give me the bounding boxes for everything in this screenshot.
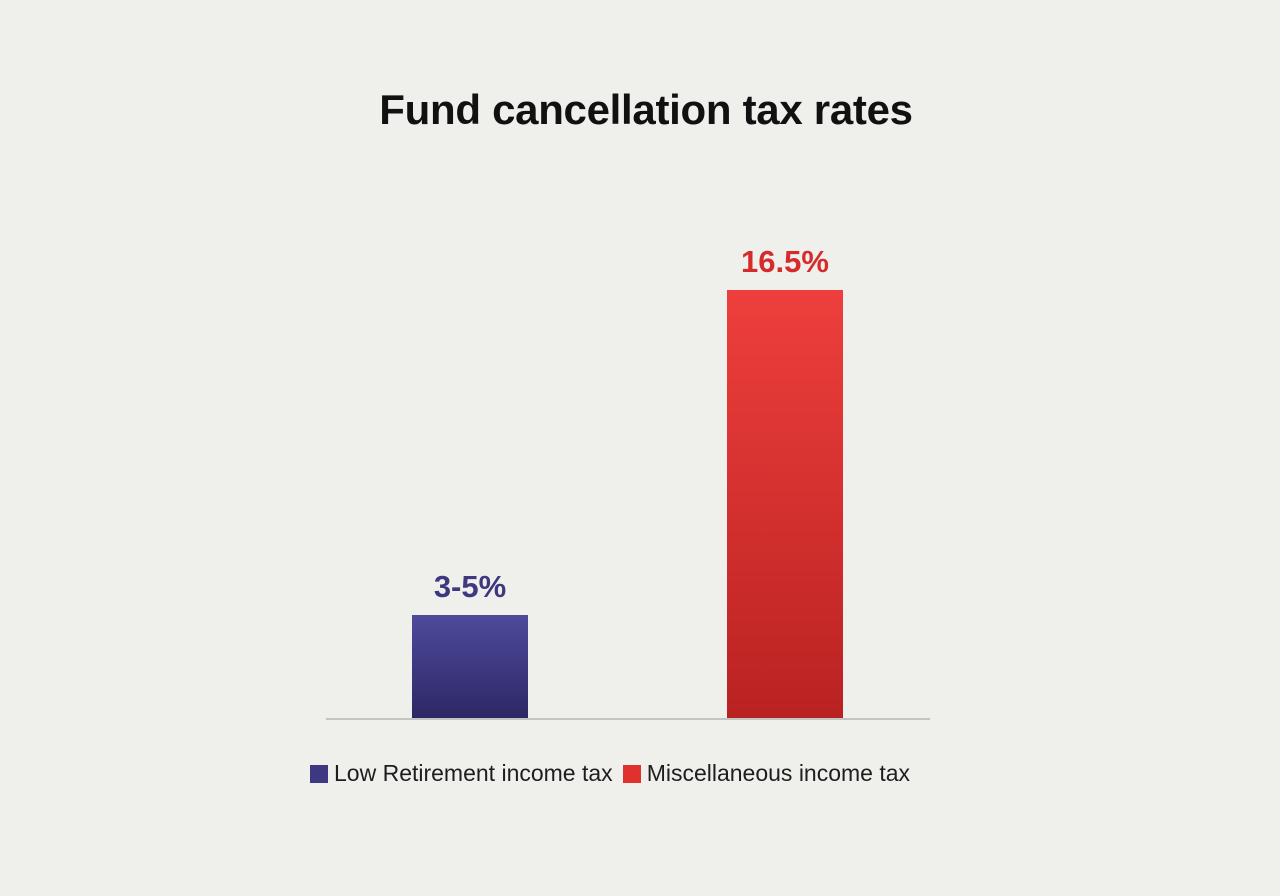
- legend-item-low-retirement: Low Retirement income tax: [310, 760, 613, 787]
- chart-title: Fund cancellation tax rates: [379, 86, 913, 133]
- legend-swatch-low-retirement: [310, 764, 328, 783]
- legend-swatch-miscellaneous: [622, 764, 641, 783]
- bar-miscellaneous: [727, 290, 843, 719]
- legend-label-miscellaneous: Miscellaneous income tax: [646, 760, 911, 786]
- data-label-miscellaneous: 16.5%: [741, 244, 829, 279]
- legend-label-low-retirement: Low Retirement income tax: [334, 760, 613, 786]
- chart-legend: Low Retirement income tax Miscellaneous …: [310, 760, 910, 787]
- bar-low-retirement: [412, 615, 528, 719]
- data-label-low-retirement: 3-5%: [434, 569, 506, 604]
- legend-item-miscellaneous: Miscellaneous income tax: [622, 760, 911, 787]
